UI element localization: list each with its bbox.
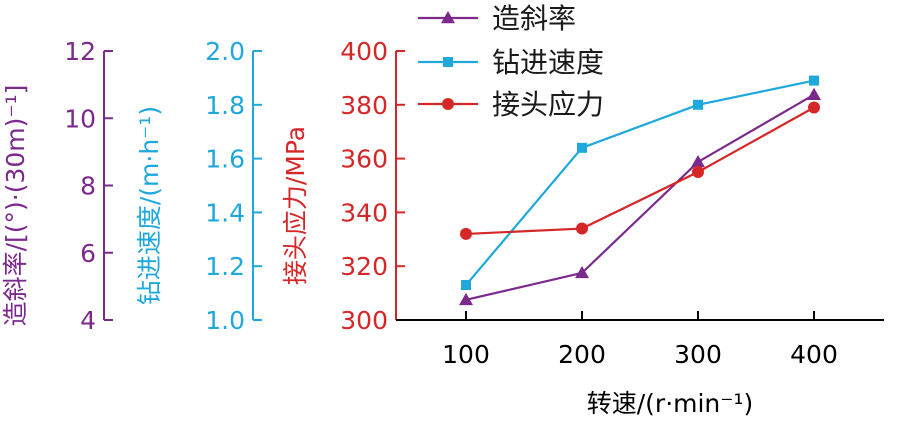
- data-point-deviation: [575, 265, 589, 279]
- axes-layer: 4 6 8 10 12 造斜率/[(°)·(30m)⁻¹] 1.0 1.2 1.4 1.6 1.8 2…: [1, 37, 884, 418]
- y-tick-label-deviation: 10: [64, 104, 96, 133]
- legend-label: 造斜率: [492, 2, 576, 35]
- y-axis-label-deviation: 造斜率/[(°)·(30m)⁻¹]: [1, 85, 30, 327]
- data-point-stress: [692, 166, 704, 179]
- y-tick-label-speed: 1.4: [205, 198, 245, 227]
- series-layer: [459, 75, 821, 306]
- legend-marker: [441, 11, 455, 24]
- y-axis-label-speed: 钻进速度/(m·h⁻¹): [135, 106, 164, 305]
- y-tick-label-stress: 400: [340, 37, 388, 66]
- data-point-stress: [808, 101, 820, 114]
- y-tick-label-deviation: 4: [80, 306, 96, 335]
- y-tick-label-deviation: 6: [80, 239, 96, 268]
- data-point-stress: [460, 227, 472, 240]
- y-tick-label-stress: 300: [340, 306, 388, 335]
- legend-label: 钻进速度: [492, 46, 604, 79]
- data-point-speed: [577, 142, 587, 153]
- y-tick-label-speed: 1.2: [205, 252, 245, 281]
- y-tick-label-speed: 2.0: [205, 37, 245, 66]
- y-tick-label-deviation: 8: [80, 172, 96, 201]
- y-tick-label-speed: 1.8: [205, 91, 245, 120]
- data-point-speed: [461, 280, 471, 291]
- y-tick-label-stress: 340: [340, 198, 388, 227]
- data-point-stress: [576, 222, 588, 235]
- y-tick-label-speed: 1.6: [205, 145, 245, 174]
- data-point-deviation: [459, 292, 473, 306]
- series-line-deviation: [465, 93, 815, 301]
- data-point-speed: [809, 75, 819, 86]
- x-tick-label: 300: [674, 340, 722, 369]
- data-point-deviation: [691, 154, 705, 168]
- data-point-speed: [693, 99, 703, 110]
- legend-marker: [443, 57, 453, 67]
- legend-label: 接头应力: [492, 88, 604, 121]
- x-axis-label: 转速/(r·min⁻¹): [587, 389, 754, 418]
- y-tick-label-deviation: 12: [64, 37, 96, 66]
- y-axis-label-stress: 接头应力/MPa: [281, 126, 310, 285]
- series-line-speed: [465, 79, 815, 286]
- data-point-deviation: [807, 87, 821, 100]
- x-tick-label: 100: [442, 340, 490, 369]
- y-tick-label-speed: 1.0: [205, 306, 245, 335]
- y-tick-label-stress: 380: [340, 91, 388, 120]
- x-tick-label: 400: [790, 340, 838, 369]
- y-tick-label-stress: 320: [340, 252, 388, 281]
- legend-marker: [442, 98, 454, 110]
- series-line-stress: [465, 106, 815, 236]
- x-tick-label: 200: [558, 340, 606, 369]
- y-tick-label-stress: 360: [340, 145, 388, 174]
